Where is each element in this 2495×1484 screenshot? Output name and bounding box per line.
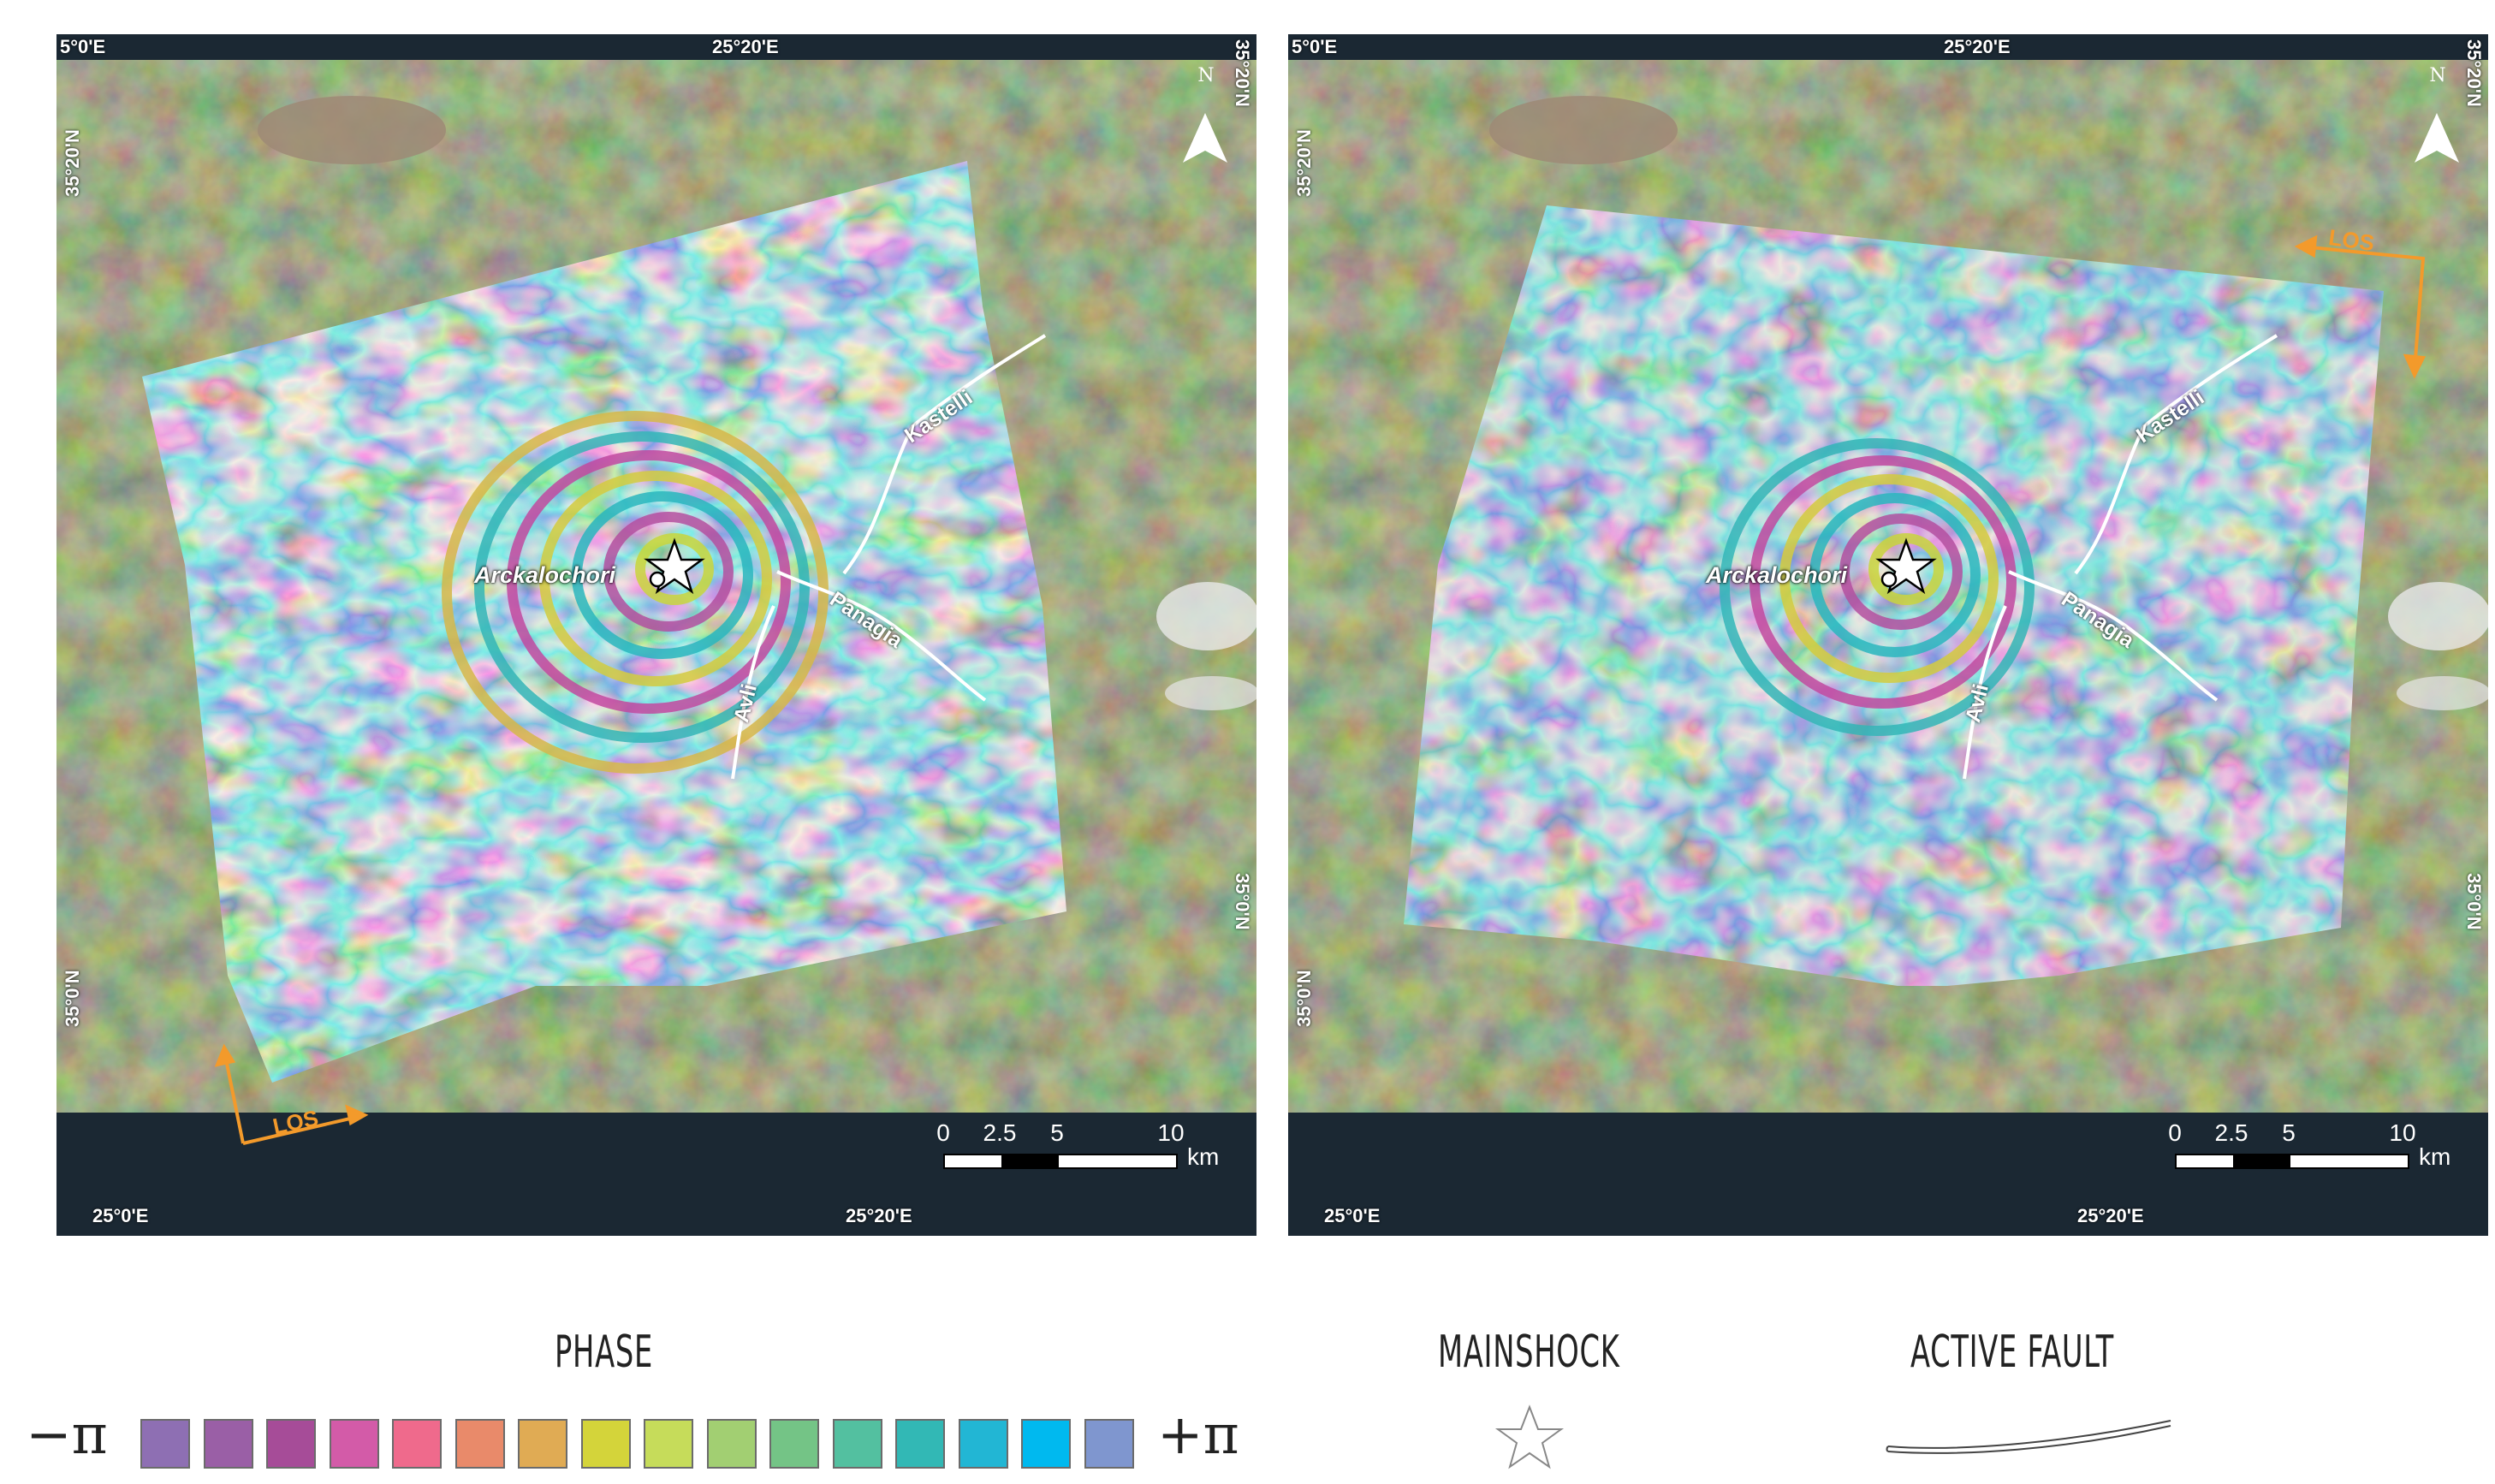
north-label: N bbox=[1197, 65, 1215, 86]
phase-swatch bbox=[392, 1419, 442, 1469]
north-arrow-icon bbox=[1183, 113, 1227, 163]
map-canvas bbox=[56, 34, 1256, 1236]
phase-swatch bbox=[203, 1419, 253, 1469]
map-canvas bbox=[1288, 34, 2488, 1236]
north-label: N bbox=[2429, 65, 2446, 86]
coord-top-left: 5°0'E bbox=[60, 36, 106, 57]
coord-bottom-left: 25°0'E bbox=[92, 1205, 149, 1226]
legend-phase-max: +π bbox=[1157, 1404, 1239, 1467]
active-faults bbox=[1963, 334, 2278, 780]
legend-fault-icon bbox=[1886, 1420, 2171, 1454]
coord-bottom-center: 25°20'E bbox=[846, 1205, 912, 1226]
phase-swatch bbox=[895, 1419, 945, 1469]
fault-kastelli bbox=[842, 334, 1047, 575]
phase-swatch bbox=[140, 1419, 190, 1469]
phase-swatch bbox=[329, 1419, 379, 1469]
mainshock-star bbox=[1875, 537, 1937, 595]
active-faults bbox=[731, 334, 1047, 780]
interferogram-map-descending: 5°0'E 25°20'E 25°0'E 25°20'E 35°20'N 35°… bbox=[1288, 34, 2488, 1236]
north-arrow-icon bbox=[2415, 113, 2459, 163]
legend-phase-min: −π bbox=[26, 1404, 108, 1467]
phase-swatch bbox=[706, 1419, 757, 1469]
phase-swatch bbox=[454, 1419, 505, 1469]
fault-avli bbox=[1963, 605, 2007, 780]
place-label-arckalochori: Arckalochori bbox=[474, 562, 616, 588]
los-arrow-icon bbox=[2294, 234, 2427, 379]
coord-left-bottom: 35°0'N bbox=[1293, 970, 1315, 1027]
phase-swatch bbox=[518, 1419, 567, 1469]
phase-swatch bbox=[958, 1419, 1008, 1469]
coord-top-center: 25°20'E bbox=[1944, 36, 2011, 57]
deformation-fringes bbox=[1720, 438, 2035, 736]
legend-mainshock-title: MAINSHOCK bbox=[1438, 1327, 1620, 1378]
town-marker bbox=[1880, 571, 1898, 588]
coord-right-bottom: 35°0'N bbox=[2463, 873, 2485, 930]
legend-fault-title: ACTIVE FAULT bbox=[1910, 1327, 2114, 1378]
interferogram-overlay bbox=[1404, 205, 2384, 986]
phase-swatch bbox=[266, 1419, 316, 1469]
mainshock-star bbox=[644, 537, 705, 595]
coord-top-center: 25°20'E bbox=[712, 36, 779, 57]
coord-left-bottom: 35°0'N bbox=[62, 970, 83, 1027]
coord-right-top: 35°20'N bbox=[2463, 39, 2485, 107]
town-marker bbox=[649, 571, 666, 588]
fault-avli bbox=[731, 605, 775, 780]
coord-left-top: 35°20'N bbox=[1293, 129, 1315, 197]
place-label-arckalochori: Arckalochori bbox=[1706, 562, 1848, 588]
deformation-fringes bbox=[442, 411, 829, 774]
phase-swatch bbox=[1084, 1419, 1134, 1469]
coord-left-top: 35°20'N bbox=[62, 129, 83, 197]
phase-swatch bbox=[832, 1419, 882, 1469]
scale-bar: 0 2.5 5 10 km bbox=[936, 1119, 1220, 1170]
interferogram-map-ascending: 5°0'E 25°20'E 25°0'E 25°20'E 35°20'N 35°… bbox=[56, 34, 1256, 1236]
phase-swatch bbox=[580, 1419, 631, 1469]
coord-bottom-left: 25°0'E bbox=[1324, 1205, 1381, 1226]
fault-kastelli bbox=[2074, 334, 2278, 575]
phase-swatch bbox=[769, 1419, 819, 1469]
coord-bottom-center: 25°20'E bbox=[2077, 1205, 2144, 1226]
legend-phase-title: PHASE bbox=[555, 1327, 653, 1378]
phase-swatch bbox=[644, 1419, 693, 1469]
fault-panagia bbox=[776, 570, 987, 702]
phase-swatch bbox=[1021, 1419, 1071, 1469]
scale-bar: 0 2.5 5 10 km bbox=[2168, 1119, 2451, 1170]
los-arrow-icon bbox=[214, 1043, 369, 1145]
coord-right-bottom: 35°0'N bbox=[1232, 873, 1253, 930]
coord-right-top: 35°20'N bbox=[1232, 39, 1253, 107]
fault-panagia bbox=[2008, 570, 2219, 702]
coord-top-left: 5°0'E bbox=[1292, 36, 1338, 57]
legend-star-icon bbox=[1494, 1404, 1565, 1469]
